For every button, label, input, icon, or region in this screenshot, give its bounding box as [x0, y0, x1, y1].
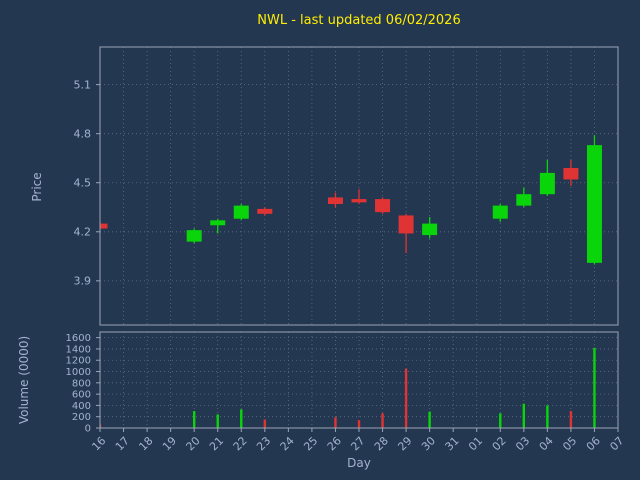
- volume-bar: [240, 409, 243, 428]
- x-tick-label: 05: [560, 434, 579, 453]
- x-tick-label: 30: [419, 434, 438, 453]
- chart-title: NWL - last updated 06/02/2026: [257, 13, 461, 28]
- volume-bar: [263, 419, 267, 428]
- x-tick-label: 27: [348, 434, 367, 453]
- x-tick-label: 19: [160, 434, 179, 453]
- price-tick-label: 5.1: [74, 78, 92, 91]
- volume-bars: [100, 347, 596, 428]
- volume-bar: [381, 413, 384, 428]
- price-panel-spine: [99, 46, 619, 326]
- volume-bar: [522, 403, 526, 428]
- volume-bar: [357, 420, 361, 428]
- x-tick-label: 06: [584, 434, 603, 453]
- x-tick-label: 24: [278, 434, 297, 453]
- candle-body: [351, 199, 367, 203]
- x-tick-label: 25: [301, 434, 320, 453]
- x-tick-label: 01: [466, 434, 485, 453]
- volume-tick-label: 600: [72, 390, 91, 401]
- x-tick-label: 28: [372, 434, 391, 453]
- volume-bar: [404, 368, 408, 428]
- price-tick-label: 4.5: [74, 177, 92, 190]
- x-tick-label: 22: [231, 434, 250, 453]
- candle-body: [327, 197, 343, 204]
- volume-tick-label: 200: [72, 412, 91, 423]
- candle-body: [586, 145, 602, 263]
- volume-tick-label: 0: [85, 424, 91, 435]
- price-tick-label: 4.8: [74, 128, 92, 141]
- candle-body: [210, 220, 226, 226]
- x-tick-label: 18: [136, 434, 155, 453]
- x-tick-label: 21: [207, 434, 226, 453]
- x-tick-label: 17: [113, 434, 132, 453]
- candle-body: [398, 215, 414, 234]
- volume-bar: [334, 417, 337, 428]
- volume-tick-label: 400: [72, 401, 91, 412]
- volume-bar: [216, 414, 219, 428]
- x-axis-label: Day: [347, 456, 371, 470]
- candle-body: [257, 208, 273, 214]
- x-tick-label: 20: [184, 434, 203, 453]
- volume-bar: [569, 411, 573, 428]
- x-tick-label: 23: [254, 434, 273, 453]
- volume-tick-label: 800: [72, 378, 91, 389]
- x-tick-label: 29: [395, 434, 414, 453]
- grid: [99, 47, 619, 429]
- volume-bar: [593, 347, 596, 428]
- x-tick-label: 07: [607, 434, 626, 453]
- price-tick-label: 3.9: [74, 275, 92, 288]
- x-tick-label: 31: [443, 434, 462, 453]
- volume-bar: [192, 411, 196, 428]
- volume-bar: [546, 405, 549, 428]
- volume-bar: [499, 413, 502, 428]
- volume-bar: [428, 411, 431, 428]
- volume-tick-label: 1400: [66, 344, 91, 355]
- volume-bar: [100, 424, 102, 428]
- x-tick-label: 26: [325, 434, 344, 453]
- candle-body: [186, 230, 202, 242]
- candle-body: [422, 223, 438, 236]
- candle-body: [375, 199, 391, 213]
- volume-tick-label: 1200: [66, 356, 91, 367]
- x-tick-label: 16: [89, 434, 108, 453]
- volume-tick-label: 1600: [66, 333, 91, 344]
- candles: [100, 135, 602, 265]
- x-tick-label: 03: [513, 434, 532, 453]
- candle-body: [516, 194, 532, 206]
- candle-body: [492, 205, 508, 219]
- price-tick-label: 4.2: [74, 226, 92, 239]
- candle-body: [563, 168, 579, 180]
- candle-body: [233, 205, 249, 219]
- x-tick-label: 02: [490, 434, 509, 453]
- candle-body: [539, 172, 555, 195]
- candle-body: [100, 223, 108, 229]
- volume-tick-label: 1000: [66, 367, 91, 378]
- x-tick-label: 04: [537, 434, 556, 453]
